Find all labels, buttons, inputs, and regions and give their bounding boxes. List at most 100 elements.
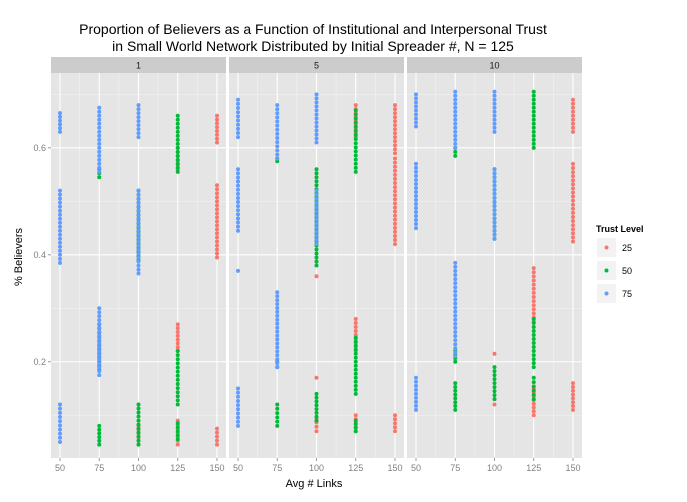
data-point	[236, 187, 240, 192]
data-point	[175, 133, 180, 138]
data-point	[414, 399, 418, 404]
data-point	[58, 256, 62, 261]
data-point	[414, 197, 418, 202]
data-point	[453, 268, 458, 273]
data-point	[353, 371, 358, 376]
data-point	[571, 404, 575, 409]
data-point	[414, 395, 418, 400]
data-point	[453, 329, 458, 334]
data-point	[215, 231, 219, 236]
data-point	[136, 192, 141, 197]
data-point	[414, 124, 418, 129]
data-point	[492, 369, 497, 374]
data-point	[353, 329, 358, 334]
data-point	[136, 196, 141, 201]
data-point	[492, 365, 497, 370]
data-point	[236, 195, 240, 200]
x-tick-label: 100	[487, 463, 502, 473]
data-point	[531, 380, 536, 385]
data-point	[215, 251, 219, 256]
data-point	[236, 122, 240, 127]
data-point	[414, 108, 418, 113]
data-point	[97, 105, 102, 110]
data-point	[314, 116, 319, 121]
data-point	[414, 226, 418, 231]
data-point	[414, 218, 418, 223]
data-point	[353, 112, 358, 117]
data-point	[353, 335, 358, 340]
data-point	[453, 105, 458, 110]
data-point	[353, 422, 358, 427]
data-point	[453, 273, 458, 278]
data-point	[236, 398, 240, 403]
data-point	[58, 212, 62, 217]
data-point	[215, 227, 219, 232]
data-point	[136, 247, 141, 252]
data-point	[97, 361, 102, 366]
data-point	[136, 212, 141, 217]
data-point	[175, 433, 180, 438]
data-point	[353, 124, 358, 129]
data-point	[175, 390, 180, 395]
data-point	[97, 109, 102, 114]
data-point	[275, 361, 280, 366]
data-point	[314, 100, 319, 105]
data-point	[393, 168, 397, 173]
series-trust-75-facet-10-x-100	[492, 89, 497, 241]
data-point	[215, 239, 219, 244]
data-point	[414, 112, 418, 117]
data-point	[97, 423, 102, 428]
data-point	[136, 239, 141, 244]
data-point	[393, 221, 397, 226]
data-point	[58, 236, 62, 241]
data-point	[492, 216, 497, 221]
data-point	[236, 419, 240, 424]
data-point	[453, 260, 458, 265]
data-point	[136, 267, 141, 272]
data-point	[175, 113, 180, 118]
data-point	[393, 139, 397, 144]
series-trust-75-facet-1-x-75	[97, 105, 102, 378]
data-point	[215, 235, 219, 240]
data-point	[492, 125, 497, 130]
data-point	[314, 229, 319, 234]
data-point	[314, 414, 319, 419]
data-point	[236, 423, 240, 428]
data-point	[353, 363, 358, 368]
data-point	[314, 188, 319, 193]
x-tick-label: 75	[450, 463, 460, 473]
data-point	[58, 188, 62, 193]
data-point	[136, 406, 141, 411]
data-point	[275, 305, 280, 310]
data-point	[531, 129, 536, 134]
data-point	[275, 103, 280, 108]
data-point	[393, 156, 397, 161]
series-trust-75-facet-5-x-75	[275, 103, 280, 370]
data-point	[414, 100, 418, 105]
data-point	[393, 233, 397, 238]
data-point	[175, 345, 180, 350]
data-point	[314, 407, 319, 412]
data-point	[393, 209, 397, 214]
data-point	[175, 373, 180, 378]
data-point	[275, 406, 280, 411]
x-tick-label: 125	[348, 463, 363, 473]
data-point	[453, 293, 458, 298]
data-point	[353, 429, 358, 434]
data-point	[393, 225, 397, 230]
data-point	[353, 375, 358, 380]
data-point	[571, 190, 575, 195]
data-point	[531, 89, 536, 94]
data-point	[571, 101, 575, 106]
series-trust-75-facet-5-x-50	[236, 97, 240, 428]
data-point	[531, 137, 536, 142]
data-point	[453, 404, 458, 409]
facet-strip	[51, 57, 226, 73]
data-point	[531, 337, 536, 342]
data-point	[275, 302, 280, 307]
data-point	[58, 204, 62, 209]
legend-item-75: 75	[597, 284, 632, 303]
data-point	[275, 365, 280, 370]
data-point	[492, 385, 497, 390]
data-point	[353, 367, 358, 372]
